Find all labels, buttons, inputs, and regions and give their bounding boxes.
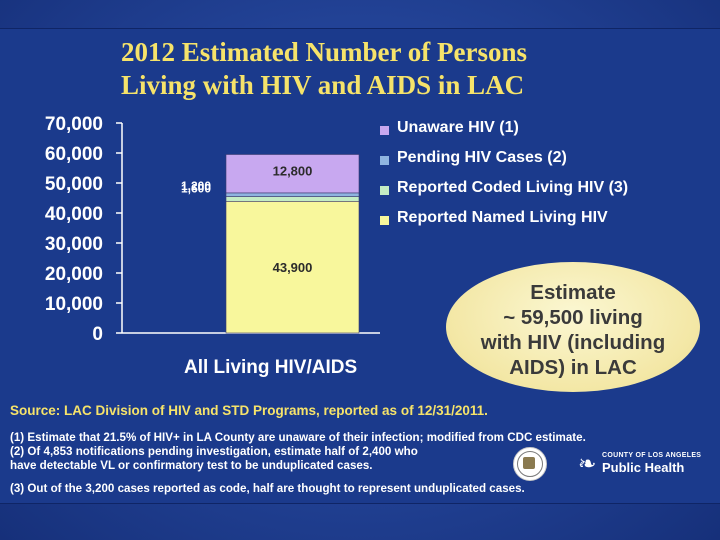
legend-swatch-coded	[380, 186, 389, 195]
bar-segment	[225, 196, 360, 202]
legend-label-coded: Reported Coded Living HIV (3)	[397, 179, 629, 196]
public-health-logo-icon: ❧	[578, 451, 597, 476]
footnote-1: (1) Estimate that 21.5% of HIV+ in LA Co…	[10, 431, 586, 444]
callout-line-3: with HIV (including	[480, 331, 666, 354]
data-label: 43,900	[273, 260, 313, 275]
footnotes: (1) Estimate that 21.5% of HIV+ in LA Co…	[10, 431, 586, 496]
footnote-3: (3) Out of the 3,200 cases reported as c…	[10, 481, 525, 495]
y-tick-label: 10,000	[45, 294, 103, 315]
data-label: 1,600	[181, 181, 211, 195]
legend-swatch-named	[380, 216, 389, 225]
chart-title-line-1: 2012 Estimated Number of Persons	[121, 37, 527, 67]
x-category-label: All Living HIV/AIDS	[184, 357, 358, 378]
chart-title: 2012 Estimated Number of Persons Living …	[121, 36, 527, 102]
legend-label-unaware: Unaware HIV (1)	[397, 119, 519, 136]
y-tick-label: 0	[92, 324, 103, 345]
callout-line-1: Estimate	[530, 281, 616, 304]
y-tick-label: 50,000	[45, 174, 103, 195]
bar-segment	[225, 154, 360, 194]
footnote-2: (2) Of 4,853 notifications pending inves…	[10, 445, 418, 459]
data-label: 1,200	[181, 179, 211, 193]
y-tick-label: 20,000	[45, 264, 103, 285]
legend-swatch-pending	[380, 156, 389, 165]
estimate-callout: Estimate ~ 59,500 living with HIV (inclu…	[446, 262, 700, 392]
y-tick-label: 30,000	[45, 234, 103, 255]
public-health-logo: ❧ COUNTY OF LOS ANGELES Public Health	[578, 451, 708, 477]
county-seal-icon	[513, 447, 547, 481]
footnote-2-cont: have detectable VL or confirmatory test …	[10, 459, 373, 473]
legend-label-pending: Pending HIV Cases (2)	[397, 149, 567, 166]
bar-segment	[225, 192, 360, 197]
y-tick-label: 40,000	[45, 204, 103, 225]
public-health-logo-top: COUNTY OF LOS ANGELES	[602, 452, 702, 459]
legend-label-named: Reported Named Living HIV	[397, 209, 608, 226]
y-tick-label: 60,000	[45, 144, 103, 165]
callout-line-2: ~ 59,500 living	[503, 306, 643, 329]
chart-title-line-2: Living with HIV and AIDS in LAC	[121, 70, 525, 100]
legend-swatch-unaware	[380, 126, 389, 135]
callout-line-4: AIDS) in LAC	[509, 356, 637, 379]
data-label: 12,800	[273, 164, 313, 179]
public-health-logo-main: Public Health	[602, 460, 685, 475]
bar-segment	[225, 201, 360, 334]
source-text: Source: LAC Division of HIV and STD Prog…	[10, 403, 488, 418]
y-tick-label: 70,000	[45, 114, 103, 135]
